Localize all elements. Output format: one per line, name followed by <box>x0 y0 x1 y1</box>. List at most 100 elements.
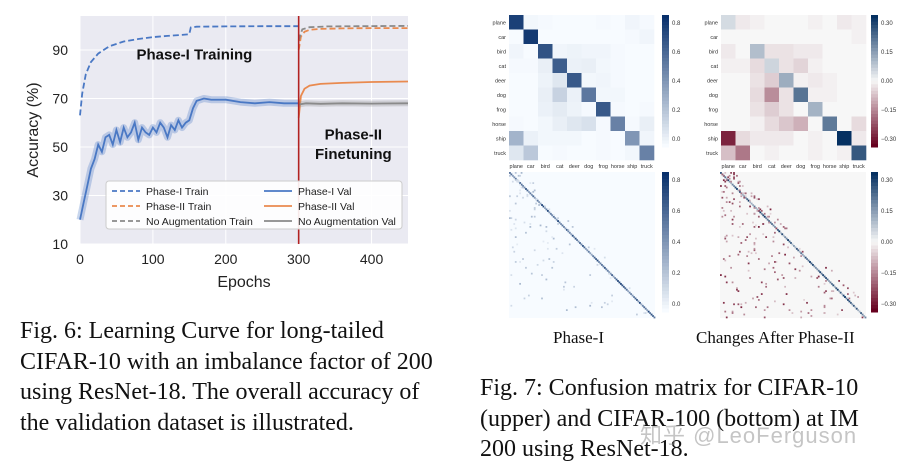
colorbar-blues-top-segment <box>662 127 669 131</box>
heatmap-offdiag-cell <box>563 288 565 291</box>
heatmap-cell <box>581 73 597 88</box>
colorbar-rdbu-top-segment <box>871 130 878 135</box>
colorbar-rdbu-bottom-segment <box>871 252 878 257</box>
colorbar-rdbu-bottom-segment <box>871 235 878 239</box>
heatmap-offdiag-cell <box>522 258 524 260</box>
colorbar-blues-bottom-segment <box>662 266 669 271</box>
colorbar-blues-top-segment <box>662 41 669 46</box>
colorbar-rdbu-bottom-segment <box>871 189 878 194</box>
heatmap-cell <box>552 116 568 132</box>
heatmap-cell <box>721 102 736 117</box>
heatmap-diagonal-cell <box>776 228 779 231</box>
colorbar-blues-top-segment <box>662 117 669 122</box>
heatmap-offdiag-cell <box>769 212 772 215</box>
heatmap-offdiag-cell <box>593 247 596 250</box>
heatmap-diagonal-cell <box>637 300 640 303</box>
heatmap-offdiag-cell <box>563 285 565 288</box>
heatmap-cell <box>764 15 780 30</box>
colorbar-rdbu-bottom-segment <box>871 210 878 215</box>
colorbar-blues-top-segment <box>662 18 669 23</box>
heatmap-offdiag-cell <box>772 240 775 243</box>
heatmap-cell <box>851 29 867 45</box>
heatmap-offdiag-cell <box>757 209 760 212</box>
row-label: bird <box>497 49 506 55</box>
colorbar-rdbu-bottom-segment <box>871 196 878 201</box>
heatmap-offdiag-cell <box>561 252 564 255</box>
colorbar-blues-bottom-tick: 0.6 <box>672 209 681 215</box>
heatmap-diagonal-cell <box>806 258 808 260</box>
heatmap-cell <box>764 116 780 132</box>
heatmap-offdiag-cell <box>514 227 517 230</box>
heatmap-offdiag-cell <box>728 255 731 257</box>
heatmap-offdiag-cell <box>755 306 757 309</box>
colorbar-blues-bottom-segment <box>662 224 669 229</box>
heatmap-cell <box>779 44 794 59</box>
heatmap-offdiag-cell <box>733 176 735 179</box>
heatmap-cell <box>750 102 765 117</box>
heatmap-cell <box>552 58 568 74</box>
heatmap-offdiag-cell <box>753 196 756 199</box>
colorbar-blues-bottom-segment <box>662 287 669 292</box>
heatmap-diagonal-cell <box>730 182 733 185</box>
colorbar-blues-top-segment <box>662 61 669 65</box>
heatmap-offdiag-cell <box>516 180 519 183</box>
heatmap-offdiag-cell <box>555 247 558 250</box>
colorbar-rdbu-bottom-tick: −0.30 <box>881 302 897 308</box>
heatmap-cell <box>523 44 539 59</box>
colorbar-rdbu-bottom-segment <box>871 193 878 197</box>
heatmap-diagonal-cell <box>747 199 750 202</box>
heatmap-cell <box>625 102 640 117</box>
heatmap-cell <box>552 102 568 117</box>
heatmap-offdiag-cell <box>552 214 555 217</box>
heatmap-cell <box>735 131 751 146</box>
heatmap-cell <box>581 15 597 30</box>
heatmap-offdiag-cell <box>744 301 747 304</box>
colorbar-blues-top-segment <box>662 71 669 75</box>
heatmap-offdiag-cell <box>803 299 805 301</box>
colorbar-blues-top-segment <box>662 120 669 125</box>
heatmap-offdiag-cell <box>749 205 751 208</box>
y-axis-label: Accuracy (%) <box>25 82 42 177</box>
heatmap-diagonal-cell <box>855 307 858 310</box>
heatmap-diagonal-cell <box>567 230 570 233</box>
heatmap-offdiag-cell <box>544 205 546 208</box>
heatmap-offdiag-cell <box>533 189 536 192</box>
heatmap-offdiag-cell <box>756 198 759 201</box>
heatmap-diagonal-cell <box>647 310 650 313</box>
heatmap-offdiag-cell <box>728 174 731 177</box>
heatmap-diagonal-cell <box>724 176 727 179</box>
colorbar-rdbu-top-segment <box>871 48 878 52</box>
heatmap-offdiag-cell <box>746 255 749 257</box>
heatmap-diagonal-cell <box>652 315 654 317</box>
heatmap-offdiag-cell <box>522 196 524 199</box>
heatmap-offdiag-cell <box>724 310 727 313</box>
heatmap-diagonal-cell <box>782 234 785 237</box>
heatmap-offdiag-cell <box>526 193 529 196</box>
heatmap-cell <box>764 73 780 88</box>
heatmap-cell <box>523 116 539 132</box>
legend-label: Phase-II Train <box>146 201 212 213</box>
heatmap-cell <box>567 29 582 45</box>
heatmap-offdiag-cell <box>740 303 743 306</box>
series-line-0 <box>79 25 299 116</box>
heatmap-offdiag-cell <box>807 312 810 314</box>
heatmap-offdiag-cell <box>728 177 731 180</box>
heatmap-diagonal-cell <box>781 233 784 236</box>
heatmap-cell <box>764 29 780 45</box>
heatmap-offdiag-cell <box>514 261 517 263</box>
heatmap-cell <box>552 29 568 45</box>
heatmap-offdiag-cell <box>774 271 776 274</box>
heatmap-diagonal-cell <box>755 207 757 209</box>
colorbar-rdbu-bottom-segment <box>871 259 878 264</box>
heatmap-offdiag-cell <box>509 209 511 212</box>
heatmap-offdiag-cell <box>596 263 599 266</box>
colorbar-blues-top-tick: 0.2 <box>672 108 681 114</box>
legend-label: Phase-I Train <box>146 186 209 198</box>
colorbar-rdbu-top-segment <box>871 24 878 29</box>
heatmap-cell <box>808 102 823 117</box>
heatmap-offdiag-cell <box>509 217 511 220</box>
heatmap-offdiag-cell <box>510 274 513 276</box>
heatmap-offdiag-cell <box>759 208 762 211</box>
heatmap-offdiag-cell <box>725 316 728 319</box>
heatmap-offdiag-cell <box>794 277 797 279</box>
